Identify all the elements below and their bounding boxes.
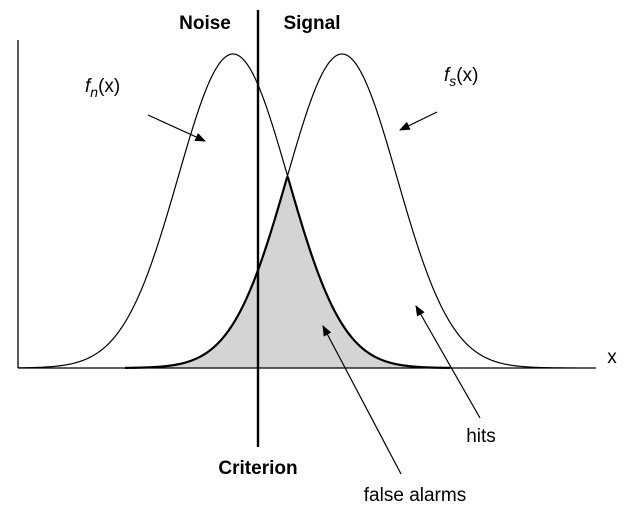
subscript: s: [449, 73, 456, 89]
overlap-area: [125, 177, 450, 368]
subscript: n: [90, 84, 98, 100]
criterion-label: Criterion: [218, 458, 297, 479]
noise-label: Noise: [179, 13, 231, 34]
f: f: [444, 65, 451, 86]
hits-label: hits: [466, 426, 496, 447]
signal-density-label: fs(x): [444, 65, 478, 89]
argument: (x): [98, 76, 120, 97]
f: f: [85, 76, 92, 97]
signal-label: Signal: [283, 13, 340, 34]
argument: (x): [456, 65, 478, 86]
arrow: [399, 111, 438, 131]
arrow: [147, 114, 206, 142]
arrow: [322, 325, 402, 475]
signal-curve: [124, 53, 575, 369]
false-alarms-label: false alarms: [364, 485, 466, 506]
overlap-edge: [124, 176, 451, 369]
noise-density-label: fn(x): [85, 76, 120, 100]
x-axis-label: x: [607, 347, 617, 368]
arrow: [415, 305, 481, 419]
